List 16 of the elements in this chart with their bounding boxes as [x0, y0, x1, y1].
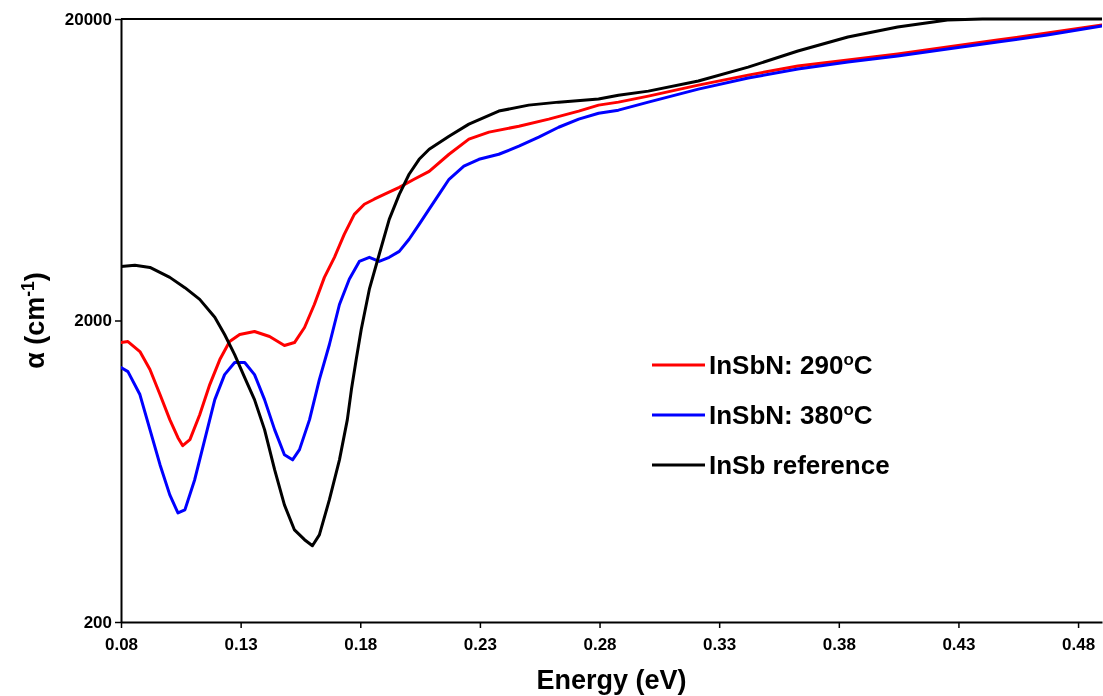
y-tick-label: 200	[83, 612, 112, 632]
x-tick-label: 0.08	[104, 634, 139, 654]
x-tick-label: 0.13	[224, 634, 258, 654]
x-tick-label: 0.48	[1062, 634, 1096, 654]
x-tick-label: 0.38	[822, 634, 856, 654]
x-tick-label: 0.33	[703, 634, 737, 654]
x-tick-label: 0.43	[942, 634, 976, 654]
legend-label: InSbN: 290$^{o}$C	[709, 349, 873, 380]
x-tick-label: 0.28	[583, 634, 617, 654]
y-tick-label: 20000	[64, 9, 112, 29]
legend-label: InSbN: 380$^{o}$C	[709, 399, 873, 430]
legend-label: InSb reference	[709, 450, 890, 480]
x-tick-label: 0.23	[463, 634, 497, 654]
x-axis-title: Energy (eV)	[536, 665, 687, 695]
y-tick-label: 2000	[74, 311, 112, 331]
x-tick-label: 0.18	[344, 634, 378, 654]
